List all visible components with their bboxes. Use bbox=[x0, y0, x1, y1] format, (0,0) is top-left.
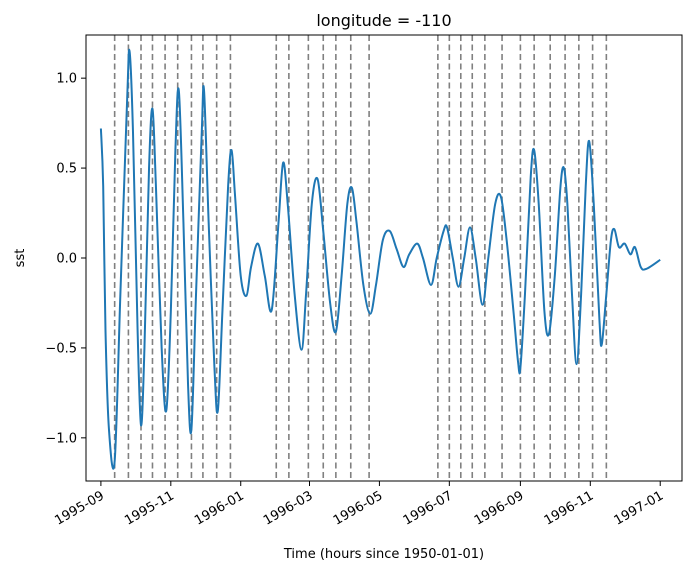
x-tick-label: 1996-11 bbox=[542, 488, 597, 528]
x-tick-label: 1996-09 bbox=[472, 488, 527, 528]
x-tick-label: 1997-01 bbox=[612, 488, 667, 528]
sst-series-line bbox=[99, 48, 661, 470]
x-tick-label: 1996-07 bbox=[401, 488, 456, 528]
x-tick-label: 1995-09 bbox=[52, 488, 107, 528]
x-tick-label: 1996-01 bbox=[192, 488, 247, 528]
x-tick-label: 1996-05 bbox=[331, 488, 386, 528]
y-tick-label: 0.0 bbox=[56, 252, 77, 267]
y-tick-label: 1.0 bbox=[56, 72, 77, 87]
x-tick-label: 1996-03 bbox=[261, 488, 316, 528]
x-axis-label: Time (hours since 1950-01-01) bbox=[283, 547, 484, 562]
y-tick-label: −0.5 bbox=[45, 341, 77, 356]
plot-area bbox=[99, 35, 661, 481]
y-tick-label: 0.5 bbox=[56, 162, 77, 177]
y-tick-label: −1.0 bbox=[45, 431, 77, 446]
y-axis-label: sst bbox=[13, 249, 28, 268]
chart-title: longitude = -110 bbox=[316, 11, 451, 30]
x-tick-label: 1995-11 bbox=[122, 488, 177, 528]
